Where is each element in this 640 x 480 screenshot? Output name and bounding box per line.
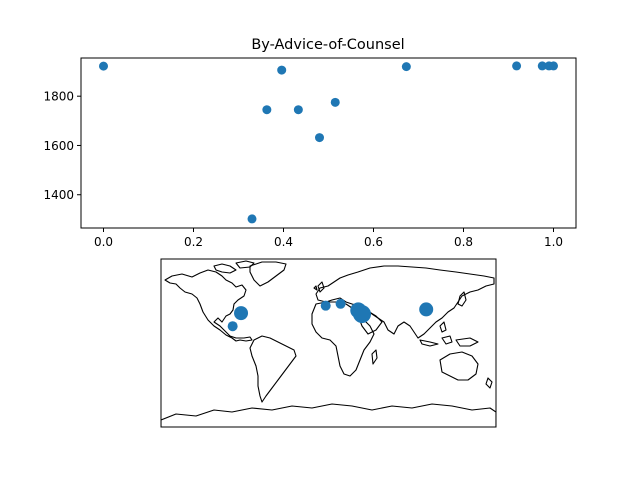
map-point <box>335 298 346 309</box>
map-point <box>419 302 434 317</box>
y-tick-label: 1400 <box>43 188 74 202</box>
x-axis-ticks: 0.0 0.2 0.4 0.6 0.8 1.0 <box>94 228 563 249</box>
map-point <box>227 321 238 332</box>
greenland-coastline <box>249 261 287 287</box>
scatter-chart: By-Advice-of-Counsel 0.0 0.2 0.4 0.6 0.8 1.0 … <box>43 37 577 249</box>
map-point <box>234 306 249 321</box>
chart-title: By-Advice-of-Counsel <box>251 37 404 53</box>
new-zealand-coastline <box>485 377 493 389</box>
scatter-point <box>401 62 411 72</box>
british-isles-coastline <box>313 281 325 293</box>
x-tick-label: 0.4 <box>274 235 293 249</box>
scatter-plot-frame <box>80 57 577 229</box>
scatter-point <box>293 105 303 115</box>
x-tick-label: 0.0 <box>94 235 113 249</box>
map-points <box>227 298 434 332</box>
antarctica-coastline <box>161 403 496 427</box>
scatter-point <box>277 65 287 75</box>
x-tick-label: 0.2 <box>184 235 203 249</box>
scatter-point <box>262 105 272 115</box>
japan-coastline <box>457 291 467 307</box>
scatter-point <box>512 61 522 71</box>
x-tick-label: 1.0 <box>544 235 563 249</box>
madagascar-coastline <box>371 349 378 365</box>
x-tick-label: 0.8 <box>454 235 473 249</box>
scatter-point <box>549 61 558 71</box>
maritime-asia-coastline <box>419 321 479 347</box>
scatter-point <box>537 61 547 71</box>
scatter-point <box>247 214 257 224</box>
y-axis-ticks: 1400 1600 1800 <box>43 90 81 202</box>
x-tick-label: 0.6 <box>364 235 383 249</box>
scatter-point <box>315 133 324 143</box>
north-america-coastline <box>164 269 253 342</box>
y-tick-label: 1800 <box>43 90 74 104</box>
world-map <box>160 258 497 428</box>
map-point <box>320 300 331 311</box>
y-tick-label: 1600 <box>43 139 74 153</box>
map-point <box>353 305 371 324</box>
map-frame <box>160 258 497 428</box>
scatter-point <box>99 61 108 71</box>
scatter-point <box>330 97 340 107</box>
australia-coastline <box>439 351 479 381</box>
south-america-coastline <box>249 335 297 403</box>
scatter-points <box>99 61 558 224</box>
